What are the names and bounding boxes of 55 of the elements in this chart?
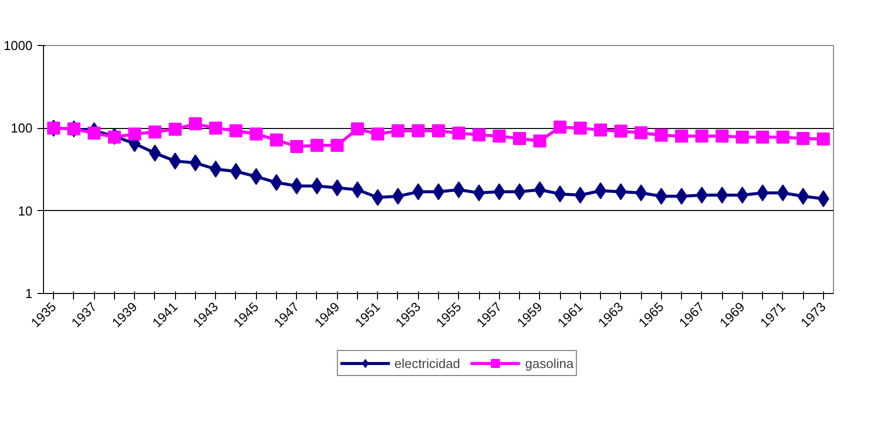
point xyxy=(554,120,567,134)
point xyxy=(290,140,304,154)
point xyxy=(372,188,384,206)
y-tick-label: 100 xyxy=(10,120,33,136)
legend-label: electricidad xyxy=(394,356,460,370)
y-tick-label: 1 xyxy=(25,286,33,301)
point xyxy=(270,133,283,146)
point xyxy=(148,125,162,138)
point xyxy=(452,181,465,198)
point xyxy=(108,130,121,144)
point xyxy=(88,126,101,140)
point xyxy=(756,130,770,144)
legend-label: gasolina xyxy=(525,356,574,370)
point xyxy=(492,130,506,143)
point xyxy=(250,168,262,186)
point xyxy=(574,122,587,135)
point xyxy=(452,126,466,140)
point xyxy=(654,128,668,142)
point xyxy=(675,130,688,143)
point xyxy=(655,188,668,205)
point xyxy=(412,183,424,200)
point xyxy=(432,124,445,138)
point xyxy=(188,117,202,130)
point xyxy=(229,124,242,138)
point xyxy=(412,124,425,138)
point xyxy=(533,134,546,148)
point xyxy=(534,181,546,198)
point xyxy=(736,130,749,144)
point xyxy=(371,128,384,140)
y-tick-label: 10 xyxy=(18,203,33,218)
point xyxy=(210,160,222,178)
point xyxy=(513,132,526,145)
point xyxy=(574,186,586,204)
point xyxy=(168,122,182,136)
point xyxy=(472,128,486,142)
point xyxy=(310,138,324,152)
point xyxy=(594,124,608,137)
point xyxy=(330,138,344,152)
point xyxy=(634,126,648,140)
point xyxy=(796,132,810,145)
point xyxy=(614,124,628,138)
point xyxy=(493,183,506,200)
point xyxy=(776,130,790,144)
point xyxy=(816,132,830,146)
point xyxy=(350,122,364,136)
point xyxy=(331,179,344,196)
point xyxy=(716,130,729,143)
point xyxy=(290,177,303,194)
point xyxy=(695,130,708,143)
y-tick-label: 1000 xyxy=(4,38,32,53)
point xyxy=(128,128,142,140)
point xyxy=(614,183,627,200)
point xyxy=(391,124,404,138)
point xyxy=(250,128,263,140)
point xyxy=(209,122,222,135)
